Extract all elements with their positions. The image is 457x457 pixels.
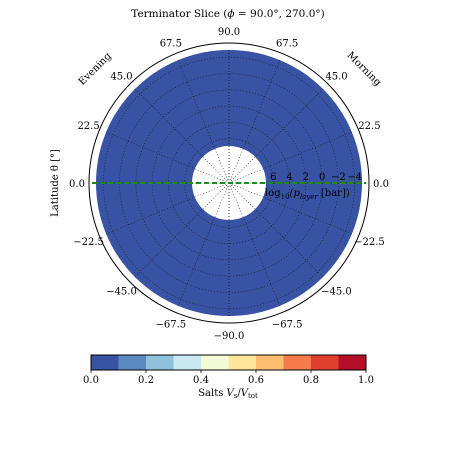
pressure-tick-label: 2 xyxy=(303,172,309,183)
colorbar-tick-label: 1.0 xyxy=(358,375,374,386)
latitude-axis-label: Latitude θ [°] xyxy=(50,149,61,217)
latitude-grid-spoke xyxy=(106,131,230,184)
latitude-tick-label: 22.5 xyxy=(77,121,99,132)
latitude-grid-spoke xyxy=(228,131,352,184)
latitude-tick-label: −45.0 xyxy=(321,286,352,297)
colorbar-bin xyxy=(283,355,312,370)
colorbar-frame xyxy=(90,354,367,371)
colorbar-bin xyxy=(256,355,284,370)
colorbar-bin xyxy=(338,355,367,370)
salts-field-annulus xyxy=(96,50,362,316)
latitude-tick-label: 0.0 xyxy=(373,179,389,190)
latitude-tick-labels: 90.0 67.5 67.5 45.0 45.0 22.5 22.5 0.0 0.0 −22.5 −… xyxy=(69,27,389,342)
pressure-tick-label: 4 xyxy=(286,172,292,183)
latitude-tick-label: −67.5 xyxy=(156,319,187,330)
pressure-tick-label: −2 xyxy=(331,172,346,183)
latitude-tick-label: −22.5 xyxy=(73,237,104,248)
latitude-tick-label: −22.5 xyxy=(354,237,385,248)
pressure-tick-labels: 6 4 2 0 −2 −4 xyxy=(270,172,362,183)
latitude-grid-spoke xyxy=(228,60,281,184)
latitude-tick-label: 67.5 xyxy=(160,39,182,50)
latitude-grid-spoke xyxy=(228,182,324,278)
latitude-tick-label: −67.5 xyxy=(272,319,303,330)
chart-title: Terminator Slice (ϕ = 90.0°, 270.0°) xyxy=(131,8,324,20)
latitude-tick-label: 0.0 xyxy=(69,179,85,190)
pressure-grid-circle xyxy=(151,105,307,261)
colorbar-tick-label: 0.0 xyxy=(83,375,99,386)
pressure-grid-circle xyxy=(119,73,339,293)
latitude-grid-spoke xyxy=(228,88,324,184)
latitude-tick-label: 67.5 xyxy=(276,39,298,50)
latitude-tick-label: 22.5 xyxy=(358,121,380,132)
colorbar-label: Salts Vs/Vtot xyxy=(198,388,258,400)
pressure-grid-circle xyxy=(103,57,355,309)
colorbar-bin xyxy=(91,355,119,370)
latitude-grid-spoke xyxy=(106,182,230,235)
colorbar-bin xyxy=(311,355,339,370)
colorbar-tick-label: 0.8 xyxy=(303,375,319,386)
pressure-tick-label: 6 xyxy=(270,172,276,183)
latitude-grid-spoke xyxy=(228,182,281,306)
latitude-tick-label: −90.0 xyxy=(214,331,245,342)
latitude-grid-spoke xyxy=(228,182,352,235)
colorbar: 0.0 0.2 0.4 0.6 0.8 1.0 Salts Vs/Vtot xyxy=(83,354,374,400)
colorbar-bin xyxy=(118,355,147,370)
colorbar-tick-label: 0.6 xyxy=(248,375,264,386)
polar-grid xyxy=(96,50,362,316)
colorbar-tick-label: 0.4 xyxy=(193,375,209,386)
latitude-tick-label: 45.0 xyxy=(325,72,347,83)
colorbar-bin xyxy=(201,355,229,370)
pressure-grid-circle xyxy=(184,138,274,228)
latitude-grid-spoke xyxy=(134,182,230,278)
evening-label: Evening xyxy=(77,50,114,87)
polar-plot: 90.0 67.5 67.5 45.0 45.0 22.5 22.5 0.0 0.0 −22.5 −… xyxy=(50,27,389,342)
colorbar-bin xyxy=(228,355,257,370)
latitude-grid-spoke xyxy=(177,182,230,306)
pressure-tick-label: −4 xyxy=(347,172,362,183)
colorbar-bins xyxy=(91,355,367,370)
latitude-grid-spoke xyxy=(177,60,230,184)
colorbar-bin xyxy=(146,355,174,370)
morning-label: Morning xyxy=(344,50,383,89)
polar-outer-boundary xyxy=(88,42,370,324)
colorbar-bin xyxy=(173,355,202,370)
colorbar-ticks: 0.0 0.2 0.4 0.6 0.8 1.0 xyxy=(83,370,374,386)
pressure-tick-label: 0 xyxy=(319,172,325,183)
colorbar-tick-label: 0.2 xyxy=(138,375,154,386)
latitude-tick-label: 90.0 xyxy=(218,27,240,38)
latitude-tick-label: −45.0 xyxy=(106,286,137,297)
latitude-grid-spoke xyxy=(134,88,230,184)
radial-axis-label: log10(player [bar]) xyxy=(265,188,350,201)
latitude-tick-label: 45.0 xyxy=(110,72,132,83)
